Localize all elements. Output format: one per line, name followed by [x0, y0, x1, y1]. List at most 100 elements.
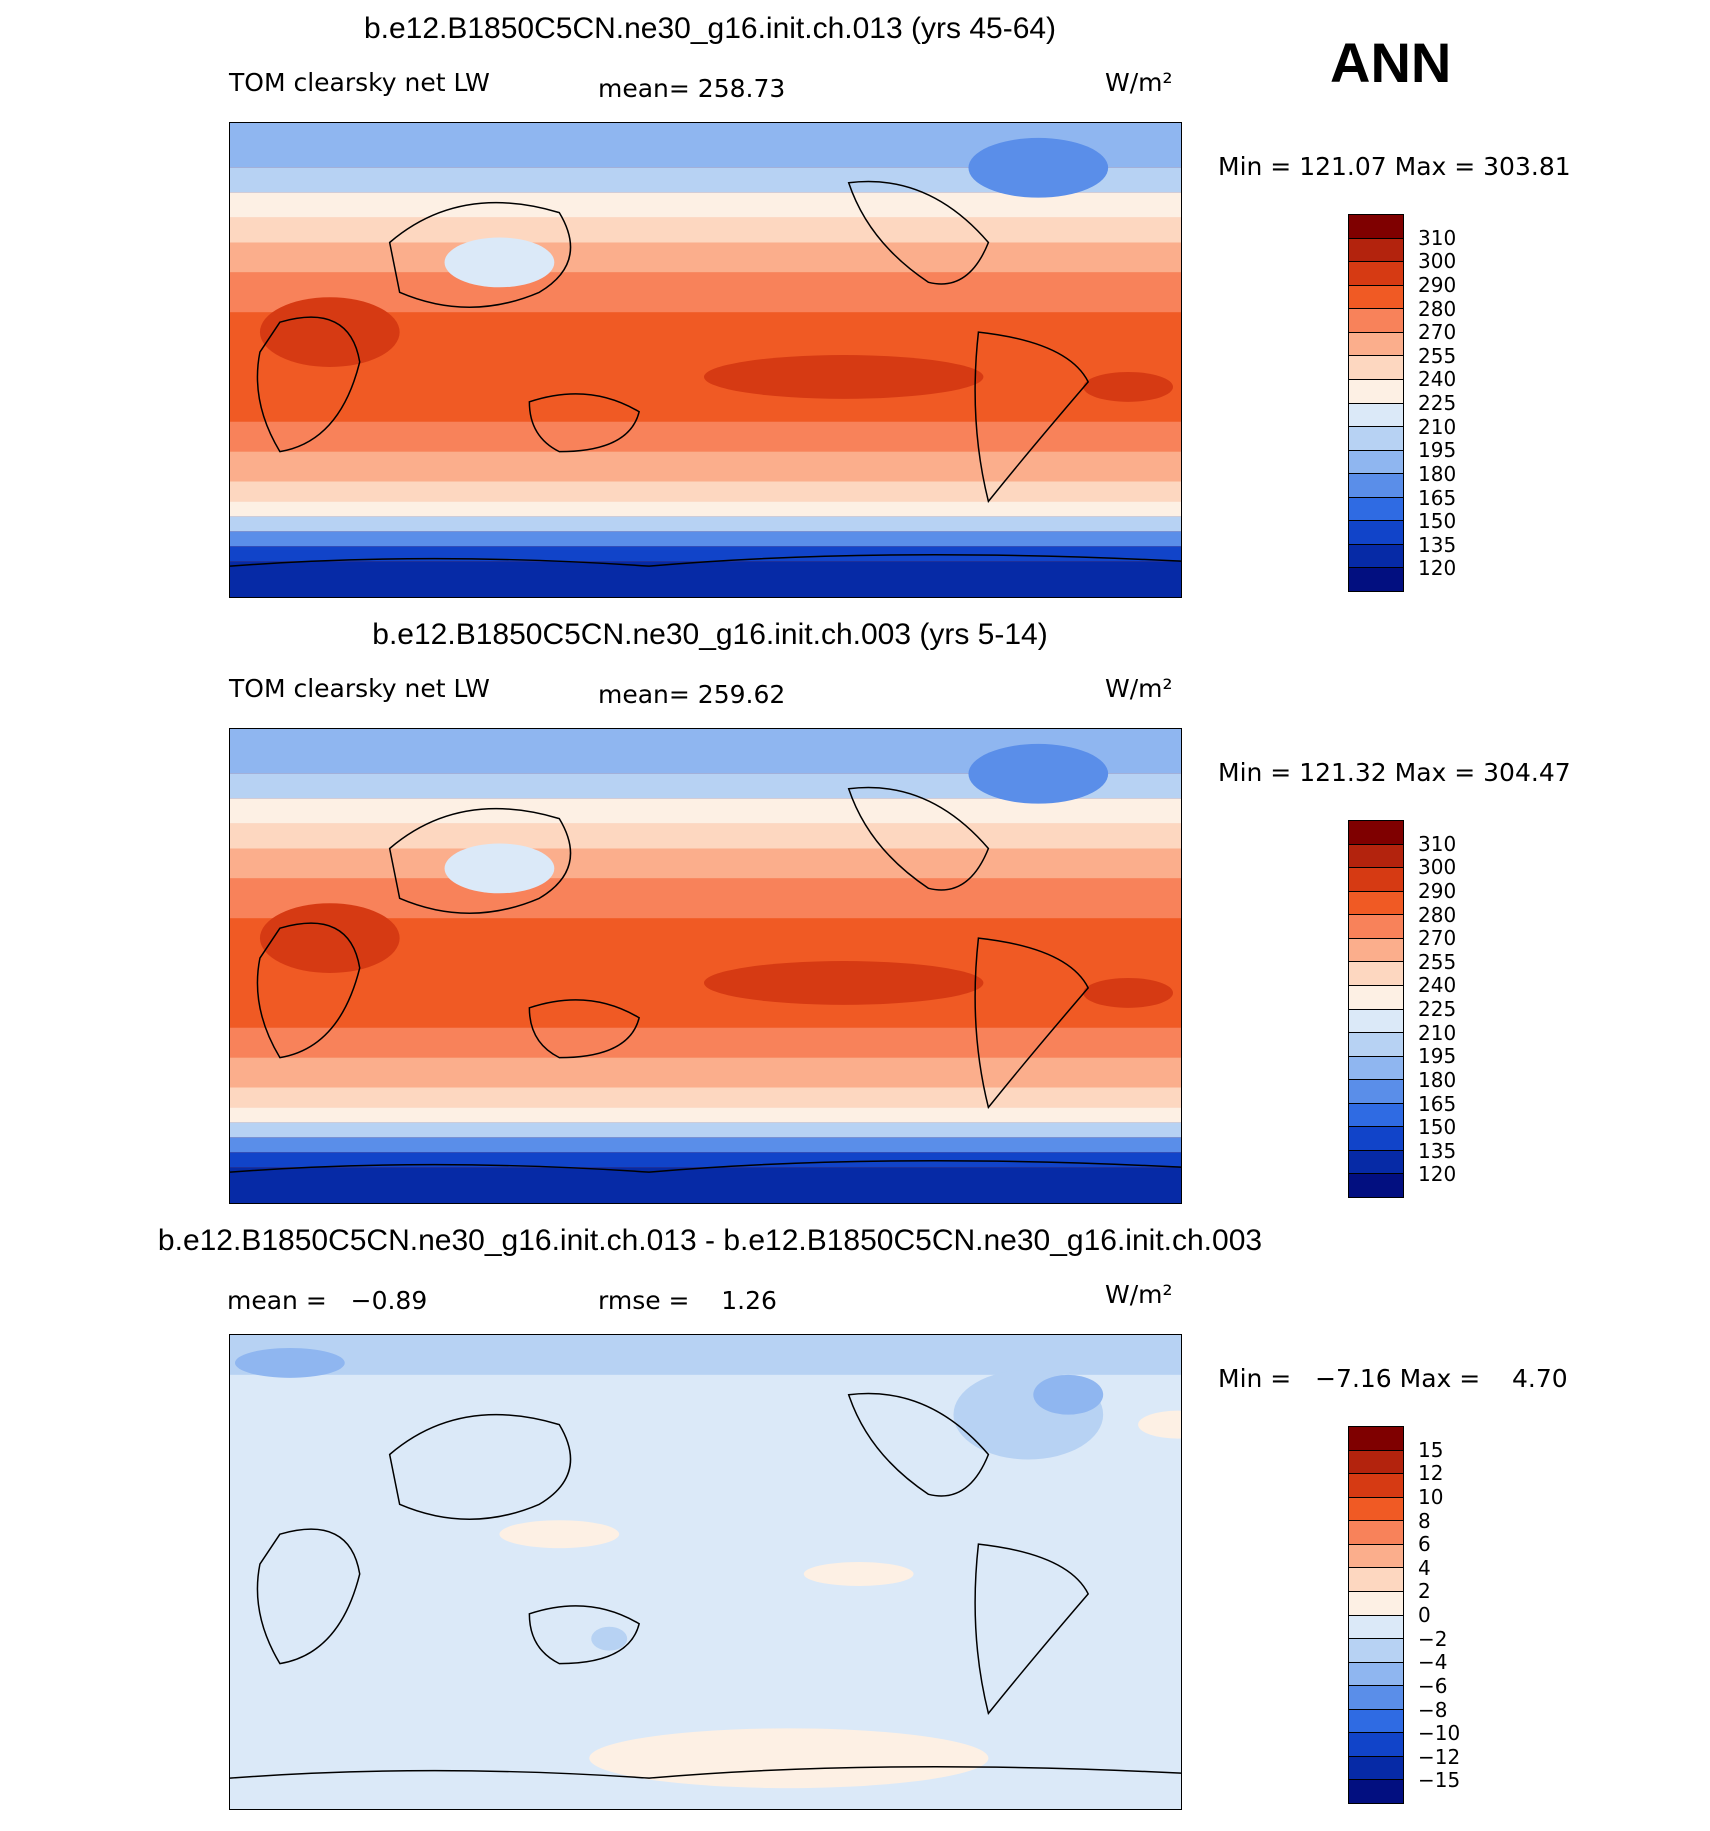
panel-1-map — [229, 122, 1182, 598]
colorbar-tick-label: −15 — [1418, 1768, 1461, 1793]
colorbar-tick-label: 255 — [1418, 949, 1457, 974]
panel-3-colorbar-swatch — [1349, 1521, 1403, 1545]
colorbar-tick-label: 290 — [1418, 878, 1457, 903]
colorbar-tick-label: 240 — [1418, 973, 1457, 998]
panel-1-title: b.e12.B1850C5CN.ne30_g16.init.ch.013 (yr… — [363, 12, 1057, 45]
panel-3-colorbar-swatch — [1349, 1568, 1403, 1592]
panel-2-colorbar-swatch — [1349, 1103, 1403, 1128]
panel-3-colorbar-swatch — [1349, 1474, 1403, 1498]
panel-3-minmax: Min = −7.16 Max = 4.70 — [1218, 1364, 1568, 1393]
panel-2-colorbar-swatch — [1349, 1080, 1403, 1104]
colorbar-tick-label: 300 — [1418, 855, 1457, 880]
colorbar-tick-label: 210 — [1418, 1020, 1457, 1045]
panel-1-colorbar-swatch — [1349, 544, 1403, 569]
colorbar-tick-label: 2 — [1418, 1579, 1431, 1604]
panel-3-colorbar-swatch — [1349, 1780, 1403, 1803]
colorbar-tick-label: 210 — [1418, 414, 1457, 439]
panel-2-variable: TOM clearsky net LW — [229, 674, 490, 703]
panel-1-colorbar-swatch — [1349, 568, 1403, 591]
panel-3-rmse: rmse = 1.26 — [598, 1286, 777, 1315]
panel-1-mean: mean= 258.73 — [598, 74, 786, 103]
panel-2-colorbar-swatch — [1349, 985, 1403, 1010]
panel-3-units: W/m² — [1105, 1280, 1173, 1309]
panel-1-colorbar-swatch — [1349, 497, 1403, 522]
colorbar-tick-label: 225 — [1418, 997, 1457, 1021]
panel-1-colorbar-swatch — [1349, 215, 1403, 239]
colorbar-tick-label: 255 — [1418, 343, 1457, 368]
panel-2-colorbar-swatch — [1349, 1174, 1403, 1197]
panel-2-colorbar-swatch — [1349, 821, 1403, 845]
colorbar-tick-label: 135 — [1418, 1138, 1457, 1163]
colorbar-tick-label: −10 — [1418, 1721, 1461, 1746]
panel-1-colorbar-swatch — [1349, 262, 1403, 286]
panel-2-colorbar-swatch — [1349, 1056, 1403, 1081]
panel-2-colorbar-swatch — [1349, 915, 1403, 939]
season-label: ANN — [1330, 31, 1452, 94]
panel-3-colorbar-swatch — [1349, 1756, 1403, 1781]
colorbar-tick-label: 0 — [1418, 1603, 1431, 1627]
panel-1-colorbar-swatch — [1349, 238, 1403, 263]
colorbar-tick-label: 240 — [1418, 367, 1457, 392]
colorbar-tick-label: 12 — [1418, 1461, 1444, 1486]
colorbar-tick-label: 290 — [1418, 272, 1457, 297]
panel-2-colorbar-swatch — [1349, 891, 1403, 916]
panel-3-colorbar — [1348, 1426, 1404, 1804]
panel-3-colorbar-swatch — [1349, 1639, 1403, 1663]
colorbar-tick-label: 180 — [1418, 1067, 1457, 1092]
panel-3-colorbar-swatch — [1349, 1591, 1403, 1616]
panel-2-map — [229, 728, 1182, 1204]
colorbar-tick-label: 270 — [1418, 926, 1457, 951]
panel-3-colorbar-swatch — [1349, 1662, 1403, 1687]
colorbar-tick-label: 180 — [1418, 461, 1457, 486]
panel-2-mean: mean= 259.62 — [598, 680, 786, 709]
colorbar-tick-label: −6 — [1418, 1673, 1448, 1698]
colorbar-tick-label: −8 — [1418, 1697, 1448, 1722]
panel-2-colorbar-swatch — [1349, 868, 1403, 892]
colorbar-tick-label: 150 — [1418, 509, 1457, 534]
panel-1-colorbar-swatch — [1349, 450, 1403, 475]
panel-1-colorbar-swatch — [1349, 521, 1403, 545]
colorbar-tick-label: −12 — [1418, 1744, 1461, 1769]
colorbar-tick-label: 270 — [1418, 320, 1457, 345]
colorbar-tick-label: 280 — [1418, 902, 1457, 927]
panel-1-colorbar-swatch — [1349, 332, 1403, 357]
panel-2-colorbar-swatch — [1349, 844, 1403, 869]
panel-3-mean: mean = −0.89 — [227, 1286, 428, 1315]
panel-3-colorbar-swatch — [1349, 1497, 1403, 1522]
colorbar-tick-label: −2 — [1418, 1626, 1448, 1651]
panel-3-colorbar-swatch — [1349, 1686, 1403, 1710]
panel-2-title: b.e12.B1850C5CN.ne30_g16.init.ch.003 (yr… — [372, 618, 1048, 651]
panel-3-colorbar-swatch — [1349, 1615, 1403, 1640]
colorbar-tick-label: −4 — [1418, 1650, 1448, 1675]
panel-1-colorbar — [1348, 214, 1404, 592]
colorbar-tick-label: 4 — [1418, 1555, 1431, 1580]
panel-3-title: b.e12.B1850C5CN.ne30_g16.init.ch.013 - b… — [157, 1224, 1263, 1257]
colorbar-tick-label: 120 — [1418, 1162, 1457, 1187]
panel-1-colorbar-swatch — [1349, 379, 1403, 404]
panel-3-colorbar-swatch — [1349, 1544, 1403, 1569]
colorbar-tick-label: 120 — [1418, 556, 1457, 581]
panel-3-colorbar-swatch — [1349, 1450, 1403, 1475]
panel-1-units: W/m² — [1105, 68, 1173, 97]
panel-1-colorbar-swatch — [1349, 403, 1403, 428]
panel-2-units: W/m² — [1105, 674, 1173, 703]
panel-2-colorbar-swatch — [1349, 1033, 1403, 1057]
colorbar-tick-label: 8 — [1418, 1508, 1431, 1533]
colorbar-tick-label: 10 — [1418, 1484, 1444, 1509]
panel-1-colorbar-swatch — [1349, 309, 1403, 333]
colorbar-tick-label: 150 — [1418, 1115, 1457, 1140]
panel-1-colorbar-swatch — [1349, 427, 1403, 451]
panel-2-colorbar — [1348, 820, 1404, 1198]
colorbar-tick-label: 300 — [1418, 249, 1457, 274]
panel-1-colorbar-swatch — [1349, 356, 1403, 380]
panel-2-colorbar-swatch — [1349, 1150, 1403, 1175]
panel-2-colorbar-swatch — [1349, 1009, 1403, 1034]
colorbar-tick-label: 165 — [1418, 1091, 1457, 1116]
panel-1-minmax: Min = 121.07 Max = 303.81 — [1218, 152, 1571, 181]
panel-3-colorbar-swatch — [1349, 1733, 1403, 1757]
panel-1-colorbar-swatch — [1349, 474, 1403, 498]
panel-2-colorbar-swatch — [1349, 1127, 1403, 1151]
panel-3-colorbar-swatch — [1349, 1709, 1403, 1734]
colorbar-tick-label: 280 — [1418, 296, 1457, 321]
panel-3-map — [229, 1334, 1182, 1810]
